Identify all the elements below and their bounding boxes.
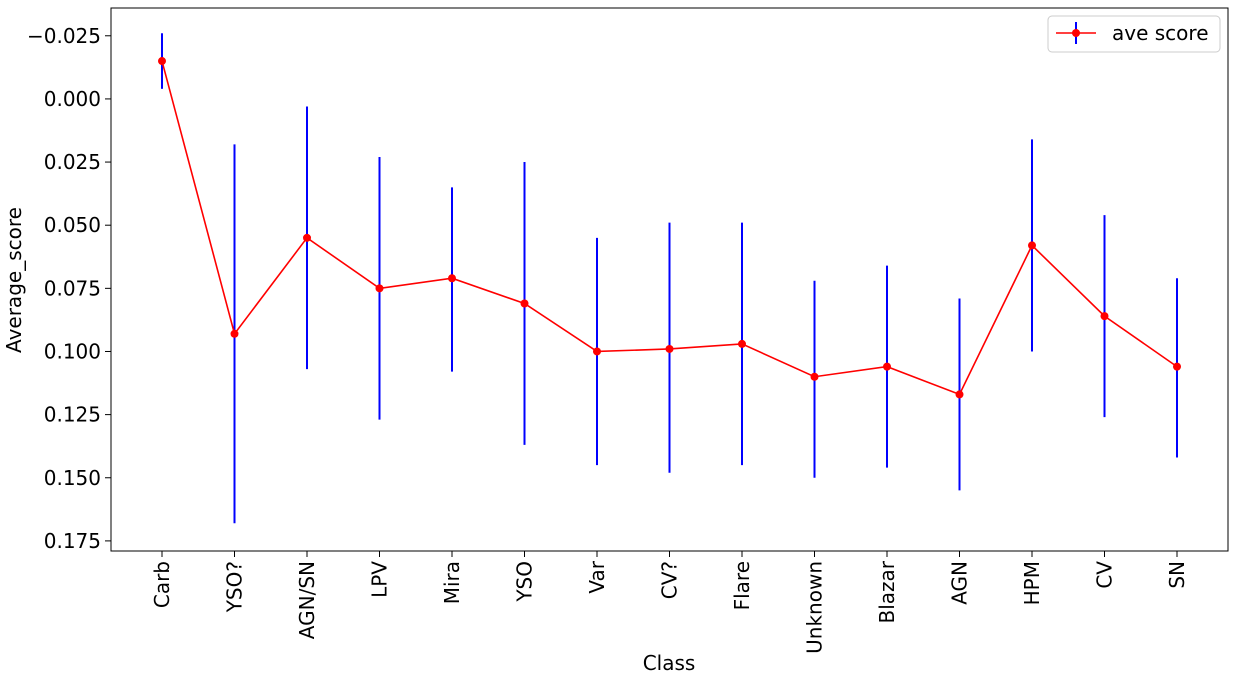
- x-tick-label: CV?: [658, 561, 682, 599]
- y-tick-label: 0.150: [44, 466, 101, 490]
- data-point: [520, 299, 529, 308]
- data-point: [448, 274, 456, 283]
- legend-point-marker: [1072, 29, 1080, 37]
- legend-label: ave score: [1112, 21, 1209, 45]
- x-tick-label: Blazar: [875, 560, 899, 623]
- x-tick-label: AGN: [948, 561, 972, 605]
- y-tick-label: 0.025: [44, 150, 101, 174]
- data-point: [883, 362, 891, 371]
- y-tick-label: 0.125: [44, 403, 101, 427]
- data-point: [1173, 362, 1181, 371]
- data-point: [593, 347, 601, 356]
- y-tick-label: 0.000: [44, 87, 101, 111]
- x-tick-label: CV: [1093, 561, 1117, 589]
- data-point: [303, 233, 311, 242]
- data-point: [738, 339, 746, 348]
- x-tick-label: YSO?: [223, 561, 247, 613]
- y-tick-label: 0.100: [44, 339, 101, 363]
- y-tick-label: 0.075: [44, 276, 101, 300]
- x-tick-label: YSO: [513, 561, 537, 603]
- x-tick-label: LPV: [368, 561, 392, 598]
- data-point: [810, 372, 819, 381]
- x-tick-label: SN: [1165, 561, 1189, 589]
- x-tick-label: Mira: [440, 561, 464, 604]
- data-point: [230, 329, 239, 338]
- x-tick-label: Carb: [150, 561, 174, 608]
- data-point: [955, 390, 964, 399]
- data-point: [375, 284, 384, 293]
- x-tick-label: Unknown: [803, 561, 827, 654]
- x-tick-label: AGN/SN: [295, 561, 319, 639]
- ticks: −0.025 0.000 0.025 0.050 0.075 0.100 0.125 0.15…: [27, 24, 1189, 654]
- data-point: [1028, 241, 1036, 250]
- x-tick-label: Var: [585, 560, 609, 593]
- x-axis-label: Class: [643, 651, 696, 675]
- x-tick-label: HPM: [1020, 561, 1044, 605]
- y-axis-label: Average_score: [2, 207, 26, 353]
- data-point: [158, 57, 166, 66]
- x-tick-label: Flare: [730, 561, 754, 610]
- data-point: [1100, 312, 1109, 321]
- data-point: [665, 344, 674, 353]
- y-tick-label: 0.175: [44, 529, 101, 553]
- legend: ave score: [1047, 15, 1221, 53]
- legend-box: [1047, 15, 1221, 53]
- y-tick-label: 0.050: [44, 213, 101, 237]
- series-points: [158, 57, 1181, 399]
- y-tick-label: −0.025: [27, 24, 101, 48]
